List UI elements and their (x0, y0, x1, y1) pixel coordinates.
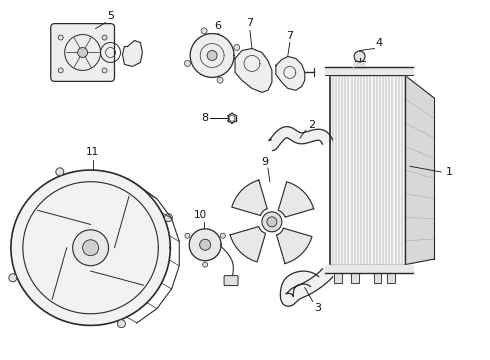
Text: 7: 7 (246, 18, 253, 28)
Circle shape (262, 212, 282, 232)
Circle shape (58, 68, 63, 73)
Polygon shape (325, 265, 413, 273)
Text: 4: 4 (376, 37, 383, 48)
Polygon shape (11, 170, 171, 325)
Circle shape (9, 274, 17, 282)
Polygon shape (388, 273, 395, 283)
Polygon shape (276, 228, 312, 264)
Polygon shape (235, 49, 272, 92)
Text: 2: 2 (308, 120, 315, 130)
Polygon shape (122, 41, 143, 67)
Text: 1: 1 (446, 167, 453, 177)
Polygon shape (276, 57, 305, 90)
Polygon shape (325, 67, 413, 75)
Polygon shape (334, 273, 342, 283)
Polygon shape (280, 269, 333, 306)
Circle shape (207, 50, 217, 60)
Polygon shape (278, 182, 314, 217)
Circle shape (73, 230, 108, 266)
FancyBboxPatch shape (224, 276, 238, 285)
Circle shape (118, 320, 125, 328)
Circle shape (165, 214, 172, 222)
Circle shape (203, 262, 208, 267)
Polygon shape (354, 62, 366, 67)
Polygon shape (350, 273, 359, 283)
Circle shape (200, 239, 211, 250)
Text: 7: 7 (286, 31, 294, 41)
Circle shape (217, 77, 223, 83)
Text: 6: 6 (215, 21, 221, 31)
Circle shape (234, 45, 240, 50)
Text: 8: 8 (201, 113, 208, 123)
Polygon shape (330, 75, 405, 265)
Circle shape (220, 233, 225, 238)
Polygon shape (269, 127, 333, 150)
Circle shape (56, 168, 64, 176)
Text: 11: 11 (86, 147, 99, 157)
Circle shape (185, 233, 190, 238)
Circle shape (267, 217, 277, 227)
Circle shape (102, 35, 107, 40)
Polygon shape (405, 75, 434, 265)
Polygon shape (232, 180, 267, 216)
Circle shape (102, 68, 107, 73)
Circle shape (83, 240, 98, 256)
Circle shape (58, 35, 63, 40)
Text: 10: 10 (194, 210, 207, 220)
Polygon shape (230, 226, 266, 262)
Text: 5: 5 (107, 11, 114, 21)
Circle shape (185, 60, 191, 67)
Circle shape (201, 28, 207, 34)
Circle shape (77, 48, 88, 58)
Circle shape (354, 51, 365, 62)
Polygon shape (190, 33, 234, 77)
FancyBboxPatch shape (51, 24, 115, 81)
Text: 3: 3 (314, 302, 321, 312)
Text: 9: 9 (261, 157, 269, 167)
Polygon shape (373, 273, 382, 283)
Polygon shape (189, 229, 221, 261)
